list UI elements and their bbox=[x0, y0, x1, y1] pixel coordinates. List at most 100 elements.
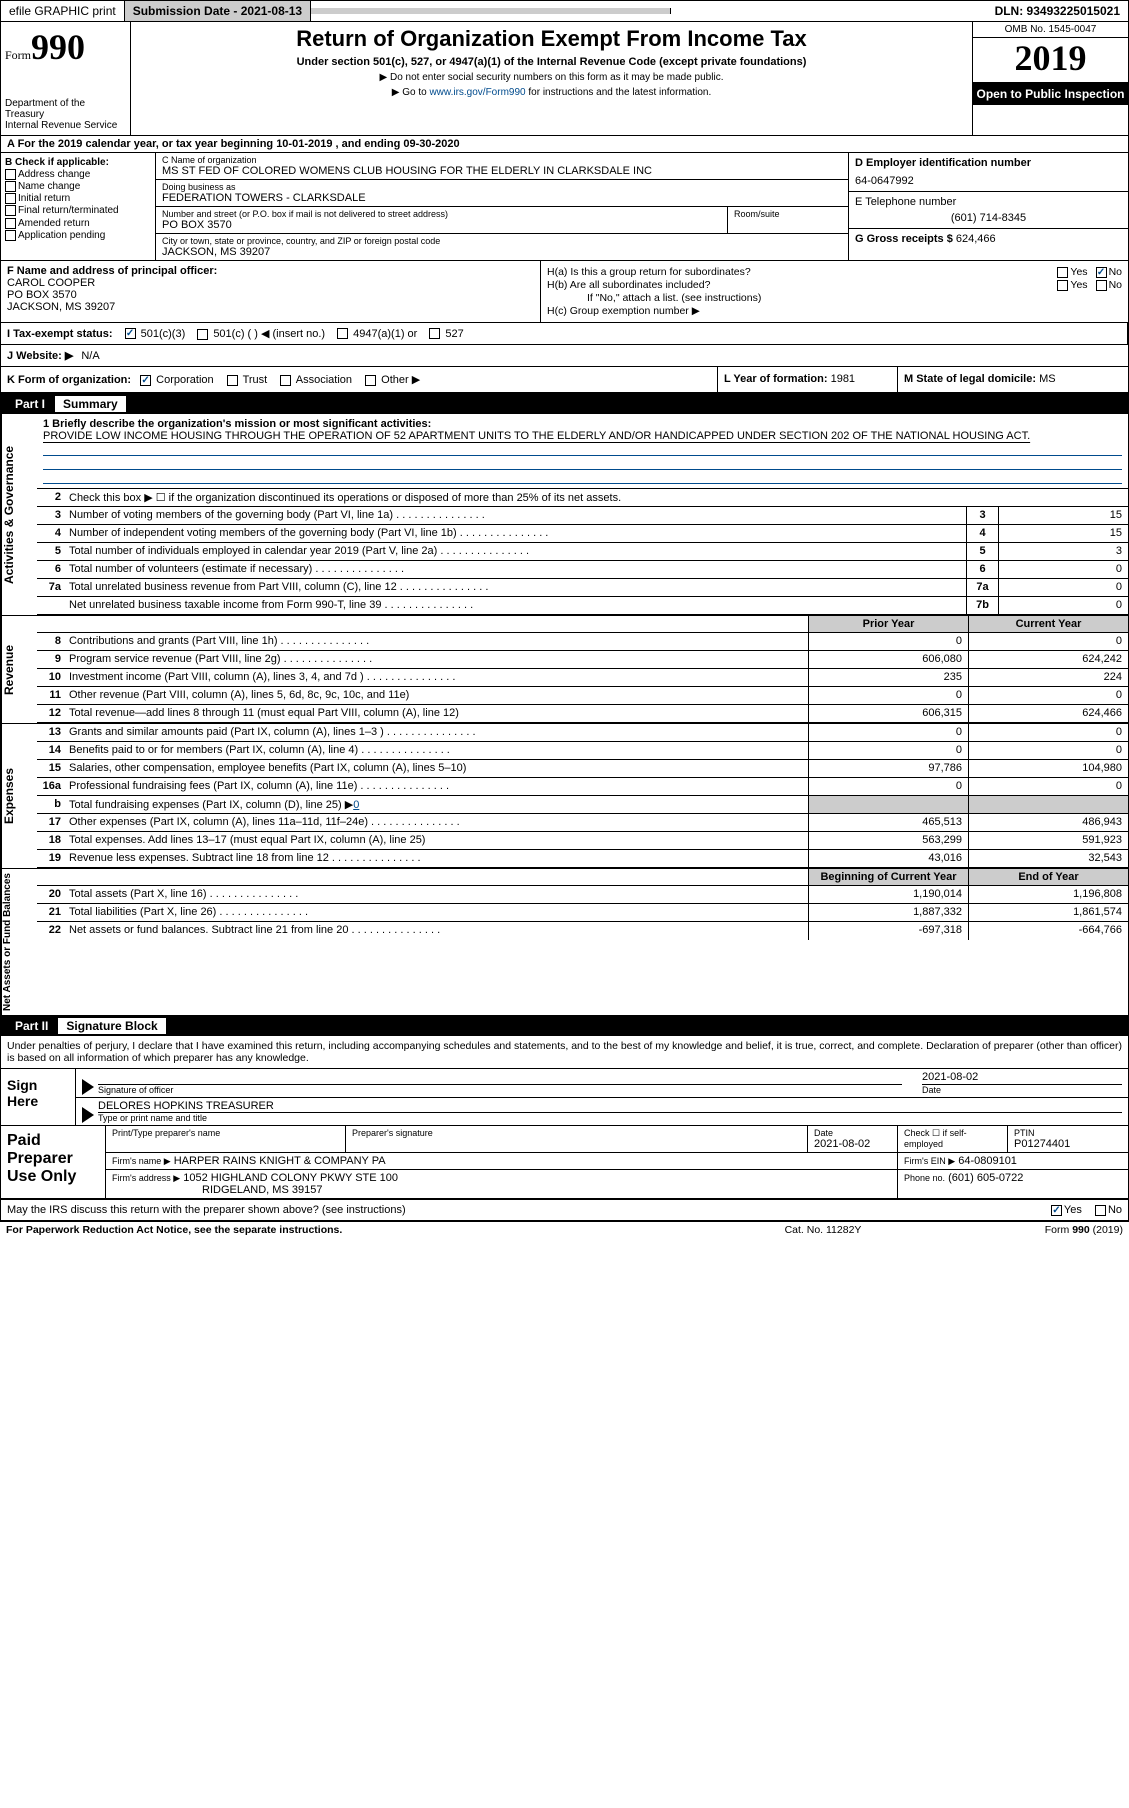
cb-address: Address change bbox=[5, 169, 151, 180]
prep-right: Print/Type preparer's name Preparer's si… bbox=[106, 1126, 1128, 1198]
footer-left: For Paperwork Reduction Act Notice, see … bbox=[6, 1224, 723, 1236]
website-lbl: J Website: ▶ bbox=[7, 349, 73, 362]
cb-4947[interactable] bbox=[337, 328, 348, 339]
prep-date: 2021-08-02 bbox=[814, 1138, 891, 1150]
part1-title: Summary bbox=[55, 396, 126, 412]
line-8: 8Contributions and grants (Part VIII, li… bbox=[37, 633, 1128, 651]
prep-row-2: Firm's name ▶ HARPER RAINS KNIGHT & COMP… bbox=[106, 1153, 1128, 1170]
prep-row-3: Firm's address ▶ 1052 HIGHLAND COLONY PK… bbox=[106, 1170, 1128, 1198]
m-lbl: M State of legal domicile: bbox=[904, 373, 1036, 385]
cb-other[interactable] bbox=[365, 375, 376, 386]
addr: PO BOX 3570 bbox=[162, 219, 721, 231]
cb-527[interactable] bbox=[429, 328, 440, 339]
line-9: 9Program service revenue (Part VIII, lin… bbox=[37, 651, 1128, 669]
cb-final: Final return/terminated bbox=[5, 205, 151, 216]
ha-yes[interactable] bbox=[1057, 267, 1068, 278]
cb-assoc[interactable] bbox=[280, 375, 291, 386]
mission-q: 1 Briefly describe the organization's mi… bbox=[43, 418, 431, 430]
dln: DLN: 93493225015021 bbox=[987, 1, 1128, 21]
prior-hdr: Prior Year bbox=[808, 616, 968, 632]
cb-corp[interactable] bbox=[140, 375, 151, 386]
ptin-lbl: PTIN bbox=[1014, 1128, 1122, 1138]
irs-link[interactable]: www.irs.gov/Form990 bbox=[429, 87, 525, 98]
line-11: 11Other revenue (Part VIII, column (A), … bbox=[37, 687, 1128, 705]
form-body: Form990 Department of the Treasury Inter… bbox=[0, 22, 1129, 1222]
line-21: 21Total liabilities (Part X, line 26)1,8… bbox=[37, 904, 1128, 922]
rev-body: Prior Year Current Year 8Contributions a… bbox=[37, 616, 1128, 723]
prep-sig-lbl: Preparer's signature bbox=[352, 1128, 801, 1138]
dba-lbl: Doing business as bbox=[162, 182, 842, 192]
gross-lbl: G Gross receipts $ bbox=[855, 233, 953, 245]
mission-rule bbox=[43, 456, 1122, 470]
line-5: 5Total number of individuals employed in… bbox=[37, 543, 1128, 561]
line-7a: 7aTotal unrelated business revenue from … bbox=[37, 579, 1128, 597]
rev-section: Revenue Prior Year Current Year 8Contrib… bbox=[1, 615, 1128, 723]
cb-501c3[interactable] bbox=[125, 328, 136, 339]
k-section: K Form of organization: Corporation Trus… bbox=[1, 367, 718, 392]
cb-trust[interactable] bbox=[227, 375, 238, 386]
firm-lbl: Firm's name ▶ bbox=[112, 1156, 171, 1166]
end-hdr: End of Year bbox=[968, 869, 1128, 885]
discuss-no[interactable] bbox=[1095, 1205, 1106, 1216]
current-hdr: Current Year bbox=[968, 616, 1128, 632]
prep-name-lbl: Print/Type preparer's name bbox=[112, 1128, 339, 1138]
line-6: 6Total number of volunteers (estimate if… bbox=[37, 561, 1128, 579]
line-18: 18Total expenses. Add lines 13–17 (must … bbox=[37, 832, 1128, 850]
tax-status: I Tax-exempt status: 501(c)(3) 501(c) ( … bbox=[1, 323, 1128, 344]
discuss-yes[interactable] bbox=[1051, 1205, 1062, 1216]
hb-yes[interactable] bbox=[1057, 280, 1068, 291]
prep-row-1: Print/Type preparer's name Preparer's si… bbox=[106, 1126, 1128, 1153]
prep-hdr: Paid Preparer Use Only bbox=[1, 1126, 106, 1198]
na-colhdr: Beginning of Current Year End of Year bbox=[37, 869, 1128, 886]
tel-lbl: E Telephone number bbox=[855, 196, 1122, 208]
line-10: 10Investment income (Part VIII, column (… bbox=[37, 669, 1128, 687]
ha-line: H(a) Is this a group return for subordin… bbox=[547, 266, 1122, 278]
line-22: 22Net assets or fund balances. Subtract … bbox=[37, 922, 1128, 940]
ha-no[interactable] bbox=[1096, 267, 1107, 278]
ha-lbl: H(a) Is this a group return for subordin… bbox=[547, 266, 1057, 278]
form-subtitle: Under section 501(c), 527, or 4947(a)(1)… bbox=[139, 56, 964, 68]
ein-lbl: D Employer identification number bbox=[855, 157, 1122, 169]
sig-row-1: Signature of officer 2021-08-02 Date bbox=[76, 1069, 1128, 1098]
officer-row: F Name and address of principal officer:… bbox=[1, 261, 1128, 323]
submission-date[interactable]: Submission Date - 2021-08-13 bbox=[125, 1, 311, 21]
discuss-row: May the IRS discuss this return with the… bbox=[1, 1200, 1128, 1221]
form-number: Form990 bbox=[5, 26, 126, 68]
ein-cell: D Employer identification number 64-0647… bbox=[849, 153, 1128, 192]
l-lbl: L Year of formation: bbox=[724, 373, 828, 385]
tri-icon bbox=[82, 1107, 94, 1123]
k-lbl: K Form of organization: bbox=[7, 374, 131, 386]
firm-addr1: 1052 HIGHLAND COLONY PKWY STE 100 bbox=[183, 1172, 398, 1184]
gross: 624,466 bbox=[956, 233, 996, 245]
hb-no[interactable] bbox=[1096, 280, 1107, 291]
formorg-row: K Form of organization: Corporation Trus… bbox=[1, 367, 1128, 394]
status-lbl: I Tax-exempt status: bbox=[7, 328, 113, 340]
vlabel-na: Net Assets or Fund Balances bbox=[1, 869, 37, 1015]
part2-title: Signature Block bbox=[58, 1018, 165, 1034]
officer-addr2: JACKSON, MS 39207 bbox=[7, 301, 534, 313]
addr-cell: Number and street (or P.O. box if mail i… bbox=[156, 207, 728, 233]
line-16b: bTotal fundraising expenses (Part IX, co… bbox=[37, 796, 1128, 814]
part1-no: Part I bbox=[9, 397, 51, 411]
dba-cell: Doing business as FEDERATION TOWERS - CL… bbox=[156, 180, 848, 207]
dba: FEDERATION TOWERS - CLARKSDALE bbox=[162, 192, 842, 204]
footer: For Paperwork Reduction Act Notice, see … bbox=[0, 1222, 1129, 1238]
hb-lbl: H(b) Are all subordinates included? bbox=[547, 279, 1057, 291]
cb-501c[interactable] bbox=[197, 329, 208, 340]
line-14: 14Benefits paid to or for members (Part … bbox=[37, 742, 1128, 760]
sig-row-2: DELORES HOPKINS TREASURER Type or print … bbox=[76, 1098, 1128, 1125]
header-mid: Return of Organization Exempt From Incom… bbox=[131, 22, 973, 135]
sig-of-lbl: Signature of officer bbox=[98, 1085, 902, 1095]
l-section: L Year of formation: 1981 bbox=[718, 367, 898, 392]
date-lbl: Date bbox=[922, 1085, 1122, 1095]
preparer-block: Paid Preparer Use Only Print/Type prepar… bbox=[1, 1125, 1128, 1200]
firm-addr2: RIDGELAND, MS 39157 bbox=[202, 1184, 322, 1196]
omb-number: OMB No. 1545-0047 bbox=[973, 22, 1128, 38]
officer-lbl: F Name and address of principal officer: bbox=[7, 265, 534, 277]
city-lbl: City or town, state or province, country… bbox=[162, 236, 842, 246]
note-goto: ▶ Go to www.irs.gov/Form990 for instruct… bbox=[139, 87, 964, 98]
tel: (601) 714-8345 bbox=[855, 212, 1122, 224]
ptin: P01274401 bbox=[1014, 1138, 1122, 1150]
m-section: M State of legal domicile: MS bbox=[898, 367, 1128, 392]
note-ssn: ▶ Do not enter social security numbers o… bbox=[139, 72, 964, 83]
